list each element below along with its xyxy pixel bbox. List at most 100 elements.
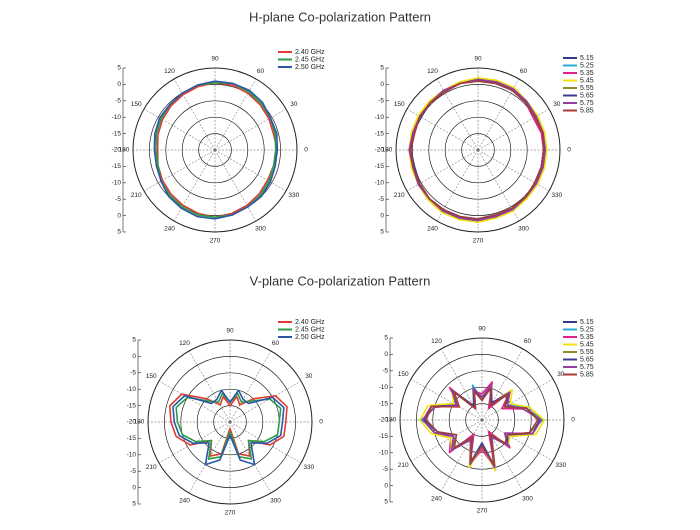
spoke (229, 350, 272, 423)
spoke (214, 78, 257, 151)
r-tick-label: -5 (378, 196, 384, 203)
legend-label: 2.45 GHz (295, 326, 325, 333)
r-tick-label: 0 (117, 212, 121, 219)
legend-label: 5.85 (580, 107, 594, 114)
spoke (173, 78, 216, 151)
angle-label: 330 (555, 462, 566, 469)
legend-label: 2.50 GHz (295, 334, 325, 341)
legend-label: 5.45 (580, 341, 594, 348)
spoke (188, 350, 231, 423)
angle-label: 270 (225, 510, 236, 517)
spoke (477, 108, 550, 151)
r-tick-label: -10 (127, 386, 137, 393)
r-tick-label: 0 (380, 212, 384, 219)
legend-label: 5.25 (580, 62, 594, 69)
spoke (229, 421, 272, 494)
r-tick-label: 0 (380, 81, 384, 88)
legend-label: 5.25 (580, 326, 594, 333)
angle-label: 150 (398, 371, 409, 378)
spoke (229, 421, 302, 464)
angle-label: 180 (119, 147, 130, 154)
angle-label: 180 (386, 417, 397, 424)
spoke (440, 348, 483, 421)
r-tick-label: 5 (380, 65, 384, 72)
angle-label: 120 (179, 340, 190, 347)
angle-label: 90 (478, 326, 486, 333)
r-tick-label: 5 (132, 501, 136, 508)
r-tick-label: 0 (132, 484, 136, 491)
r-tick-label: 0 (384, 351, 388, 358)
angle-label: 60 (257, 68, 265, 75)
r-tick-label: -15 (379, 400, 389, 407)
legend-label: 2.40 GHz (295, 319, 325, 326)
angle-label: 0 (567, 147, 571, 154)
r-tick-label: 5 (117, 65, 121, 72)
r-tick-label: -15 (127, 402, 137, 409)
spoke (410, 378, 483, 421)
legend-label: 5.65 (580, 356, 594, 363)
spoke (158, 380, 231, 423)
r-tick-label: 5 (117, 229, 121, 236)
angle-label: 300 (518, 226, 529, 233)
angle-label: 270 (473, 238, 484, 245)
angle-label: 210 (146, 464, 157, 471)
spoke (214, 149, 257, 222)
pattern-line (409, 80, 545, 220)
angle-label: 150 (394, 101, 405, 108)
r-tick-label: -5 (382, 368, 388, 375)
angle-label: 270 (210, 238, 221, 245)
r-tick-label: -10 (112, 180, 122, 187)
r-tick-label: -20 (379, 417, 389, 424)
legend-label: 2.50 GHz (295, 64, 325, 71)
r-tick-label: -20 (375, 147, 385, 154)
angle-label: 150 (131, 101, 142, 108)
spoke (477, 149, 550, 192)
legend-label: 5.15 (580, 55, 594, 62)
r-tick-label: -10 (375, 114, 385, 121)
r-tick-label: 5 (132, 337, 136, 344)
spoke (158, 421, 231, 464)
spoke (410, 419, 483, 462)
r-tick-label: -5 (115, 196, 121, 203)
r-tick-label: -5 (378, 98, 384, 105)
spoke (481, 419, 554, 462)
spoke (188, 421, 231, 494)
angle-label: 0 (304, 147, 308, 154)
legend-label: 5.55 (580, 85, 594, 92)
r-tick-label: 5 (380, 229, 384, 236)
r-tick-label: 0 (132, 353, 136, 360)
pattern-line (175, 392, 282, 460)
angle-label: 60 (272, 340, 280, 347)
spoke (214, 149, 287, 192)
r-tick-label: 5 (384, 335, 388, 342)
chart-title: V-plane Co-polarization Pattern (250, 273, 431, 288)
angle-label: 180 (382, 147, 393, 154)
r-tick-label: -20 (112, 147, 122, 154)
angle-label: 300 (270, 498, 281, 505)
r-tick-label: -15 (375, 130, 385, 137)
spoke (214, 108, 287, 151)
spoke (406, 149, 479, 192)
angle-label: 210 (394, 192, 405, 199)
angle-label: 210 (398, 462, 409, 469)
angle-label: 120 (431, 338, 442, 345)
grid-circle (461, 133, 495, 167)
legend-label: 5.65 (580, 92, 594, 99)
angle-label: 90 (226, 328, 234, 335)
angle-label: 330 (303, 464, 314, 471)
legend-label: 5.55 (580, 349, 594, 356)
spoke (406, 108, 479, 151)
r-tick-label: 0 (117, 81, 121, 88)
angle-label: 240 (164, 226, 175, 233)
legend-label: 5.45 (580, 77, 594, 84)
angle-label: 30 (553, 101, 561, 108)
pattern-line (425, 387, 539, 466)
angle-label: 30 (290, 101, 298, 108)
r-tick-label: -5 (130, 468, 136, 475)
legend-label: 5.15 (580, 319, 594, 326)
chart-title: H-plane Co-polarization Pattern (249, 9, 431, 24)
r-tick-label: -15 (112, 163, 122, 170)
angle-label: 300 (522, 496, 533, 503)
spoke (436, 78, 479, 151)
r-tick-label: -15 (379, 433, 389, 440)
